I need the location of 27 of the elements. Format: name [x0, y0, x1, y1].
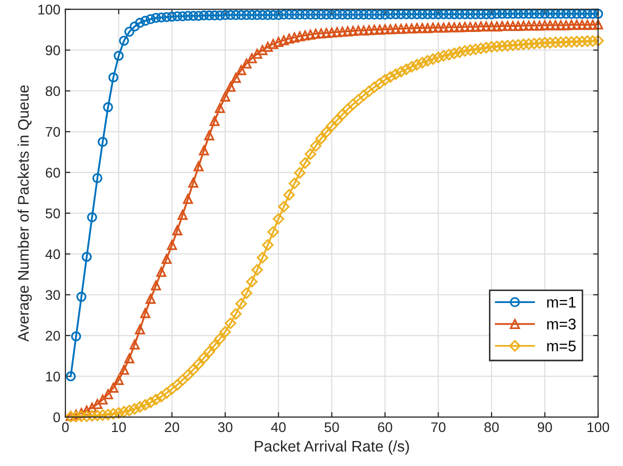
- y-tick-label: 60: [46, 168, 60, 178]
- x-tick-label: 80: [484, 422, 499, 432]
- legend-label: m=3: [547, 318, 576, 330]
- x-axis-title: Packet Arrival Rate (/s): [254, 440, 409, 455]
- y-tick-label: 80: [46, 86, 60, 96]
- x-tick-label: 20: [164, 422, 180, 432]
- legend-label: m=1: [547, 296, 576, 308]
- y-tick-label: 0: [53, 412, 60, 422]
- x-tick-label: 100: [588, 422, 610, 432]
- x-tick-label: 40: [271, 422, 286, 432]
- y-tick-label: 10: [46, 372, 60, 382]
- y-axis-title: Average Number of Packets in Queue: [18, 85, 32, 342]
- x-tick-label: 70: [431, 422, 446, 432]
- y-tick-label: 100: [38, 4, 60, 14]
- x-tick-label: 0: [62, 422, 69, 432]
- legend-label: m=5: [547, 340, 576, 352]
- y-tick-label: 90: [46, 45, 60, 56]
- x-tick-label: 90: [538, 422, 552, 432]
- x-tick-label: 60: [378, 422, 392, 432]
- y-tick-label: 70: [46, 126, 60, 137]
- y-tick-label: 50: [46, 208, 60, 218]
- x-tick-label: 10: [112, 422, 126, 432]
- y-tick-label: 20: [46, 330, 60, 341]
- x-tick-label: 50: [324, 422, 339, 432]
- x-tick-label: 30: [218, 422, 232, 432]
- y-tick-label: 30: [46, 290, 60, 300]
- y-tick-label: 40: [45, 249, 60, 260]
